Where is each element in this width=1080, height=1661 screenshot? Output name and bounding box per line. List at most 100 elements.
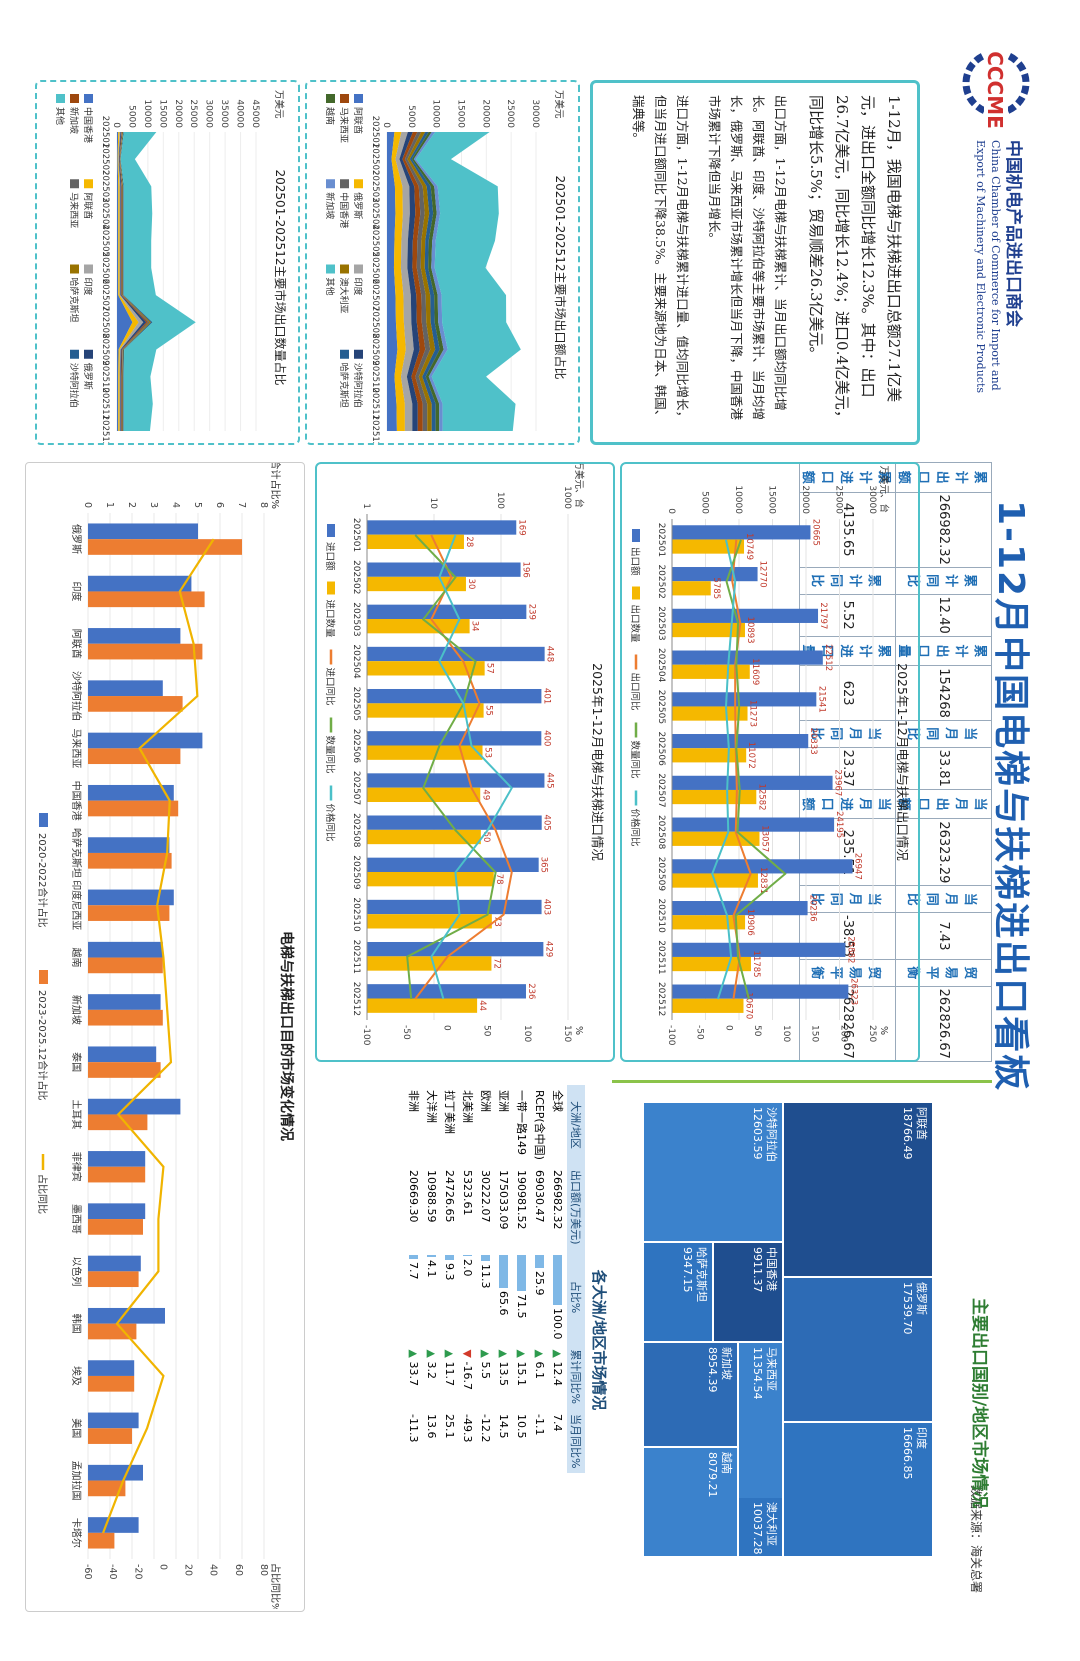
bar-1-label: 448 xyxy=(545,646,555,662)
y-right-tick: -50 xyxy=(695,1025,705,1040)
share-bar xyxy=(517,1254,526,1291)
x-tick: 卡塔尔 xyxy=(70,1518,83,1548)
bar-1 xyxy=(367,941,544,957)
treemap-cell: 印度 16666.85 xyxy=(784,1423,932,1556)
arrow-up-icon: ▲ xyxy=(407,1349,421,1362)
table-row: RCEP(含中国) 69030.47 25.9 ▲ 6.1 -1.1 xyxy=(531,1085,549,1473)
share-bar xyxy=(553,1254,562,1305)
bar-2 xyxy=(88,852,172,869)
bar-1 xyxy=(367,688,542,704)
x-tick: 202507 xyxy=(100,279,110,311)
y-left-tick: 5 xyxy=(192,502,203,508)
line-1 xyxy=(414,534,513,1000)
bar-2-label: 10749 xyxy=(744,533,754,560)
y-left-unit: 合计占比% xyxy=(269,463,282,509)
x-tick: 202508 xyxy=(370,306,380,338)
x-tick: 泰国 xyxy=(70,1052,83,1072)
table-row: 欧洲 30222.07 11.3 ▲ 5.5 -12.2 xyxy=(477,1085,495,1473)
x-tick: 202504 xyxy=(351,644,361,679)
cum-value: 5.5 xyxy=(479,1361,493,1380)
y-right-tick: 150 xyxy=(810,1025,820,1042)
area-series xyxy=(413,132,448,431)
bar-2 xyxy=(88,591,205,608)
bar-2 xyxy=(88,1428,132,1444)
bar-1 xyxy=(367,646,545,662)
continent-cell-share: 100.0 xyxy=(549,1250,567,1345)
legend-label: 出口额 xyxy=(629,547,641,576)
continent-cell-amount: 10988.59 xyxy=(425,1169,439,1223)
table-row: 全球 266982.32 100.0 ▲ 12.4 7.4 xyxy=(549,1085,567,1473)
x-tick: 202510 xyxy=(656,898,666,933)
continent-cell-amount: 190981.52 xyxy=(515,1169,529,1230)
x-tick: 202511 xyxy=(351,940,361,974)
x-tick: 202510 xyxy=(100,360,110,392)
bar-2 xyxy=(88,696,183,712)
summary-box: 1-12月，我国电梯与扶梯进出口总额27.1亿美元，进出口全额同比增长12.3%… xyxy=(590,80,920,445)
bar-2-label: 11785 xyxy=(751,951,761,978)
bar-1 xyxy=(87,1151,146,1167)
bar-2 xyxy=(672,706,748,721)
treemap-cell-name: 新加坡 xyxy=(720,1347,733,1380)
bar-1 xyxy=(88,575,192,592)
import-monthly-panel: 2025年1-12月电梯与扶梯进口情况 万美元、台% 1 10 100 1000 -100-… xyxy=(315,460,615,1062)
bar-2-label: 55 xyxy=(484,705,494,716)
treemap-panel: 主要出口国别/地区市场情况 阿联酋 18766.49 俄罗斯 17539.70 印度 16… xyxy=(612,1080,992,1620)
treemap-cell-value: 9911.37 xyxy=(751,1247,764,1293)
legend-label: 新加坡 xyxy=(68,107,80,134)
continent-cell-share: 9.3 xyxy=(441,1250,459,1345)
y-tick: 15000 xyxy=(157,99,167,128)
page-title: 1-12月中国电梯与扶梯进出口看板 xyxy=(990,500,1031,1093)
cccme-logo: CCCME xyxy=(962,49,1030,131)
treemap-grid: 阿联酋 18766.49 俄罗斯 17539.70 印度 16666.85 沙特阿拉伯 126… xyxy=(642,1103,932,1558)
bar-1 xyxy=(672,608,819,623)
continent-cell-cum: ▲ 13.5 xyxy=(495,1345,513,1409)
export-monthly-chart: 2025年1-12月电梯与扶梯出口情况 万美元、台% 0 5000 10000 15000… xyxy=(629,465,910,1045)
bar-1 xyxy=(672,734,809,749)
bar-1 xyxy=(671,901,808,916)
chart-title: 电梯与扶梯出口目的市场变化情况 xyxy=(278,931,295,1141)
bar-1-label: 26947 xyxy=(853,853,863,880)
y-right-tick: 80 xyxy=(258,1564,269,1576)
treemap-cell-name: 哈萨克斯坦 xyxy=(695,1247,708,1302)
bar-1-label: 20236 xyxy=(808,895,818,922)
y-tick: 30000 xyxy=(204,99,214,128)
bar-1 xyxy=(671,984,849,999)
treemap-cell-name: 中国香港 xyxy=(765,1247,778,1291)
x-tick: 土耳其 xyxy=(70,1099,83,1129)
bar-2-label: 44 xyxy=(477,1000,487,1011)
bar-2-label: 10670 xyxy=(743,992,753,1019)
y-right-tick: 250 xyxy=(867,1025,877,1042)
legend-swatch xyxy=(70,264,79,274)
legend-swatch xyxy=(354,349,363,359)
x-tick: 202506 xyxy=(351,729,361,764)
bar-2 xyxy=(87,905,170,921)
bar-1-label: 405 xyxy=(542,815,552,831)
chart-title: 2025年1-12月电梯与扶梯出口情况 xyxy=(895,663,910,861)
x-tick: 202503 xyxy=(351,602,361,636)
continent-cell-name: RCEP(含中国) xyxy=(533,1090,546,1160)
y-tick: 20000 xyxy=(173,99,183,128)
y-right-tick: 50 xyxy=(482,1025,492,1037)
x-tick: 阿联酋 xyxy=(70,629,83,659)
chart-title: 202501-202512主要市场出口额占比 xyxy=(553,176,568,380)
x-tick: 202503 xyxy=(656,606,666,640)
bar-2 xyxy=(88,957,163,974)
bar-2 xyxy=(88,1271,139,1288)
table-row: 一带一路149 190981.52 71.5 ▲ 15.1 10.5 xyxy=(513,1085,531,1473)
continent-cell-share: 71.5 xyxy=(513,1250,531,1345)
bar-1 xyxy=(672,775,833,790)
legend-swatch xyxy=(354,94,363,103)
legend-label: 哈萨克斯坦 xyxy=(338,363,350,408)
legend-label: 沙特阿拉伯 xyxy=(352,363,364,408)
summary-overall: 1-12月，我国电梯与扶梯进出口总额27.1亿美元，进出口全额同比增长12.3%… xyxy=(807,95,903,425)
bar-1 xyxy=(367,899,542,915)
destination-chart-wrapper: 电梯与扶梯出口目的市场变化情况 合计占比% 占比同比% 0 1 2 3 4 5 6 7 8 -60 -40… xyxy=(25,459,305,1613)
x-tick: 202510 xyxy=(351,897,361,932)
treemap-cell-value: 17539.70 xyxy=(901,1282,914,1335)
legend-swatch xyxy=(354,179,363,189)
continent-cell-cum: ▲ 12.4 xyxy=(549,1345,567,1409)
legend-label: 俄罗斯 xyxy=(82,363,94,390)
logo-text: CCCME xyxy=(983,51,1007,129)
bar-2-label: 13057 xyxy=(759,825,769,852)
